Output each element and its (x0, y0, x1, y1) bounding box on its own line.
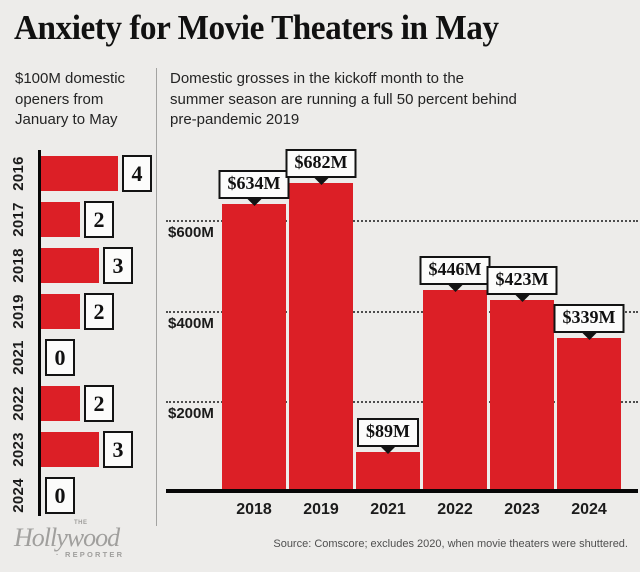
grosses-year-label: 2024 (571, 501, 607, 518)
grosses-bar (423, 290, 487, 492)
hollywood-reporter-logo: THE Hollywood REPORTER (14, 520, 134, 559)
grosses-year-label: 2023 (504, 501, 540, 518)
left-chart-subtitle: $100M domestic openers from January to M… (15, 70, 126, 129)
openers-year-label: 2023 (1, 431, 36, 468)
openers-year-label: 2022 (1, 385, 36, 422)
label-pointer-icon (514, 293, 530, 302)
grosses-value-label: $89M (357, 418, 419, 454)
openers-row: 2021 0 (0, 339, 164, 376)
openers-year-text: 2024 (9, 478, 27, 513)
openers-row: 2022 2 (0, 385, 164, 422)
gridline (166, 311, 638, 313)
grosses-value-box: $423M (486, 266, 558, 295)
right-chart-subtitle: Domestic grosses in the kickoff month to… (170, 70, 517, 129)
grosses-year-label: 2021 (370, 501, 406, 518)
gridline (166, 220, 638, 222)
grosses-year-label: 2022 (437, 501, 473, 518)
grosses-value-label: $634M (218, 170, 290, 206)
y-tick-label: $400M (168, 315, 214, 332)
openers-year-label: 2024 (1, 477, 36, 514)
logo-hollywood-text: Hollywood (14, 523, 120, 552)
openers-year-text: 2022 (9, 386, 27, 421)
openers-bar (41, 432, 99, 467)
openers-count-box: 0 (45, 477, 75, 514)
openers-bar (41, 202, 80, 237)
openers-bar (41, 294, 80, 329)
grosses-year-label: 2019 (303, 501, 339, 518)
grosses-bar (557, 338, 621, 492)
openers-count-box: 0 (45, 339, 75, 376)
grosses-value-box: $634M (218, 170, 290, 199)
openers-row: 2016 4 (0, 155, 164, 192)
grosses-year-label: 2018 (236, 501, 272, 518)
openers-year-label: 2016 (1, 155, 36, 192)
openers-count-box: 2 (84, 385, 114, 422)
logo-reporter-text: REPORTER (56, 550, 124, 559)
grosses-bar (356, 452, 420, 492)
grosses-value-box: $682M (285, 149, 357, 178)
grosses-bar-chart: $600M $400M $200M 2018 $634M 2019 $682M 2021 $89… (166, 140, 640, 528)
openers-year-label: 2021 (1, 339, 36, 376)
openers-bar (41, 386, 80, 421)
openers-bar-chart: 2016 4 2017 2 2018 3 2019 2 2021 0 2022 2 2023 3 2024 0 (0, 150, 164, 522)
grosses-bar (289, 183, 353, 492)
label-pointer-icon (313, 176, 329, 185)
label-pointer-icon (447, 283, 463, 292)
page-title: Anxiety for Movie Theaters in May (14, 8, 499, 47)
source-note: Source: Comscore; excludes 2020, when mo… (273, 538, 628, 550)
grosses-value-label: $446M (419, 256, 491, 292)
grosses-value-label: $423M (486, 266, 558, 302)
openers-y-axis-line (38, 150, 41, 516)
grosses-value-box: $446M (419, 256, 491, 285)
grosses-bar (490, 300, 554, 492)
openers-year-text: 2018 (9, 248, 27, 283)
openers-bar (41, 156, 118, 191)
openers-year-text: 2021 (9, 340, 27, 375)
label-pointer-icon (380, 445, 396, 454)
openers-row: 2024 0 (0, 477, 164, 514)
grosses-value-box: $89M (357, 418, 419, 447)
grosses-value-label: $339M (553, 304, 625, 340)
y-tick-label: $200M (168, 405, 214, 422)
gridline (166, 401, 638, 403)
grosses-x-axis-line (166, 489, 638, 493)
openers-year-label: 2019 (1, 293, 36, 330)
openers-year-text: 2023 (9, 432, 27, 467)
label-pointer-icon (581, 331, 597, 340)
openers-year-label: 2017 (1, 201, 36, 238)
openers-count-box: 4 (122, 155, 152, 192)
grosses-value-label: $682M (285, 149, 357, 185)
grosses-bar (222, 204, 286, 492)
openers-year-text: 2016 (9, 156, 27, 191)
openers-row: 2018 3 (0, 247, 164, 284)
openers-count-box: 2 (84, 201, 114, 238)
y-tick-label: $600M (168, 224, 214, 241)
openers-bar (41, 248, 99, 283)
openers-count-box: 3 (103, 431, 133, 468)
openers-count-box: 2 (84, 293, 114, 330)
vertical-divider (156, 68, 157, 526)
logo-the-text: THE (74, 520, 88, 526)
openers-row: 2019 2 (0, 293, 164, 330)
openers-count-box: 3 (103, 247, 133, 284)
openers-year-text: 2019 (9, 294, 27, 329)
openers-row: 2017 2 (0, 201, 164, 238)
label-pointer-icon (246, 197, 262, 206)
openers-row: 2023 3 (0, 431, 164, 468)
grosses-value-box: $339M (553, 304, 625, 333)
openers-year-label: 2018 (1, 247, 36, 284)
openers-year-text: 2017 (9, 202, 27, 237)
